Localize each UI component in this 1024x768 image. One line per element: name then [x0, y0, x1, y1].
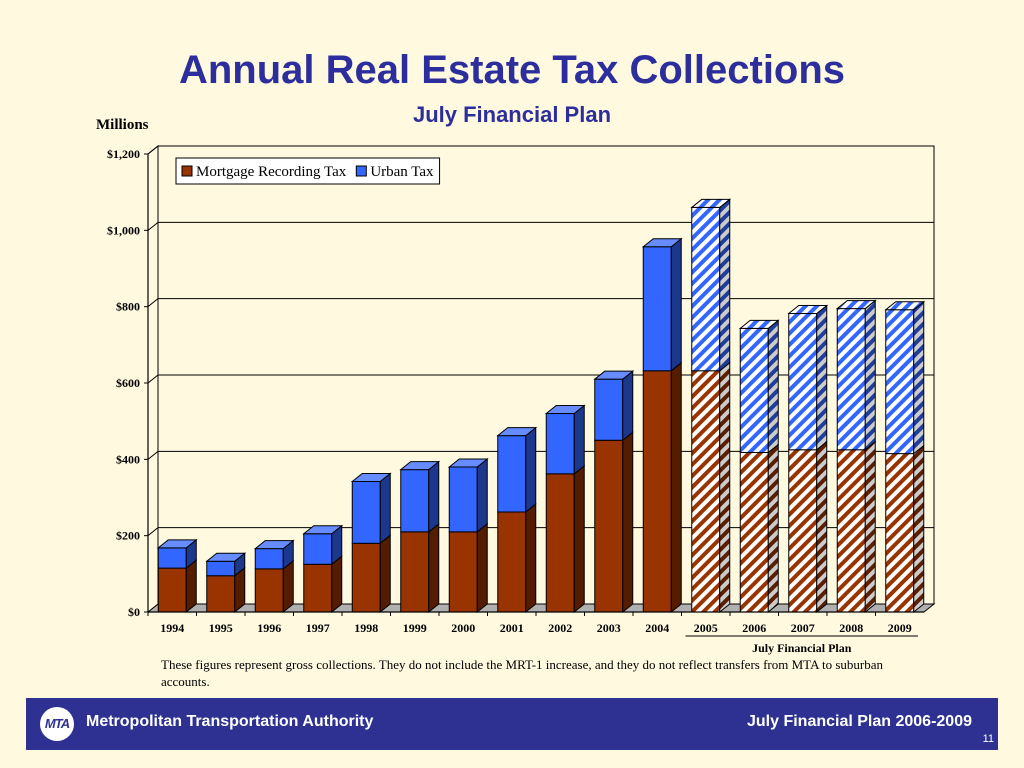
chart-title: Annual Real Estate Tax Collections — [178, 48, 846, 92]
y-tick-label: $0 — [128, 605, 140, 619]
bar-2008-urban-tax — [835, 299, 877, 451]
legend-label-1: Urban Tax — [370, 164, 434, 180]
forecast-label: July Financial Plan — [752, 641, 852, 655]
bar-1995-mortgage-recording-tax — [206, 566, 246, 614]
bar-1999-urban-tax — [399, 460, 441, 533]
gridline-diagonal — [147, 298, 159, 308]
bar-2001-urban-tax — [496, 426, 538, 514]
bar-2002-urban-tax — [544, 404, 586, 475]
y-tick-label: $800 — [116, 300, 140, 314]
x-tick-label-1999: 1999 — [403, 621, 427, 635]
bar-2005-urban-tax — [690, 198, 732, 372]
page-number: 11 — [982, 733, 994, 745]
bar-1998-urban-tax — [350, 472, 392, 545]
bar-1999-mortgage-recording-tax — [400, 522, 440, 614]
gridline-diagonal — [147, 145, 159, 155]
legend-swatch-1 — [355, 165, 367, 177]
bar-2009-urban-tax — [884, 300, 926, 455]
footnote: These figures represent gross collection… — [161, 657, 884, 689]
gridline-diagonal — [147, 374, 159, 384]
x-tick-label-1997: 1997 — [306, 621, 330, 635]
mta-logo-icon: MTA — [40, 707, 74, 741]
bar-2000-urban-tax — [447, 457, 489, 533]
gridline-diagonal — [147, 527, 159, 537]
bar-2006-mortgage-recording-tax — [739, 443, 779, 614]
bar-2007-urban-tax — [787, 304, 829, 451]
x-tick-label-2009: 2009 — [888, 621, 912, 635]
bar-1996-urban-tax — [253, 539, 295, 570]
bar-1994-urban-tax — [156, 538, 198, 570]
x-tick-label-2008: 2008 — [839, 621, 863, 635]
bar-2006-urban-tax — [738, 319, 780, 454]
bar-2003-urban-tax — [593, 370, 635, 442]
bar-2004-urban-tax — [641, 237, 683, 372]
y-tick-label: $400 — [116, 452, 140, 466]
bar-2001-mortgage-recording-tax — [497, 502, 537, 614]
x-tick-label-2005: 2005 — [694, 621, 718, 635]
x-tick-label-2003: 2003 — [597, 621, 621, 635]
bar-2005-mortgage-recording-tax — [691, 361, 731, 614]
legend-swatch-0 — [181, 165, 193, 177]
bar-1998-mortgage-recording-tax — [351, 534, 391, 614]
bar-2009-mortgage-recording-tax — [885, 444, 925, 614]
legend — [175, 157, 441, 185]
x-tick-label-2000: 2000 — [451, 621, 475, 635]
footer-org-name: Metropolitan Transportation Authority — [86, 713, 374, 730]
y-tick-label: $1,200 — [107, 147, 140, 161]
legend-label-0: Mortgage Recording Tax — [196, 164, 347, 180]
y-tick-label: $600 — [116, 376, 140, 390]
logo-text: MTA — [44, 716, 70, 731]
x-tick-label-1995: 1995 — [209, 621, 233, 635]
bar-2000-mortgage-recording-tax — [448, 522, 488, 614]
x-tick-label-2002: 2002 — [548, 621, 572, 635]
x-tick-label-1994: 1994 — [160, 621, 184, 635]
bar-1997-urban-tax — [302, 524, 344, 566]
bar-2007-mortgage-recording-tax — [788, 440, 828, 614]
bar-2002-mortgage-recording-tax — [545, 464, 585, 614]
x-tick-label-2007: 2007 — [791, 621, 815, 635]
footer-plan-title: July Financial Plan 2006-2009 — [746, 713, 972, 730]
bar-chart: 1994 1995 1996 1997 1998 1999 2000 2001 2002 2003… — [107, 144, 936, 655]
x-tick-label-1996: 1996 — [257, 621, 281, 635]
x-tick-label-2004: 2004 — [645, 621, 669, 635]
x-tick-label-2001: 2001 — [500, 621, 524, 635]
bar-2003-mortgage-recording-tax — [594, 431, 634, 614]
y-tick-label: $1,000 — [107, 223, 140, 237]
x-tick-label-1998: 1998 — [354, 621, 378, 635]
chart-subtitle: July Financial Plan — [412, 102, 612, 127]
y-tick-label: $200 — [116, 529, 140, 543]
bar-2004-mortgage-recording-tax — [642, 361, 682, 614]
y-axis-label: Millions — [96, 117, 149, 133]
bar-1995-urban-tax — [205, 552, 247, 577]
gridline-diagonal — [147, 221, 159, 231]
bar-2008-mortgage-recording-tax — [836, 440, 876, 614]
bar-1996-mortgage-recording-tax — [254, 559, 294, 614]
bar-1997-mortgage-recording-tax — [303, 555, 343, 614]
x-tick-label-2006: 2006 — [742, 621, 766, 635]
gridline-diagonal — [147, 450, 159, 460]
footer-bar: MTA Metropolitan Transportation Authorit… — [26, 698, 998, 750]
